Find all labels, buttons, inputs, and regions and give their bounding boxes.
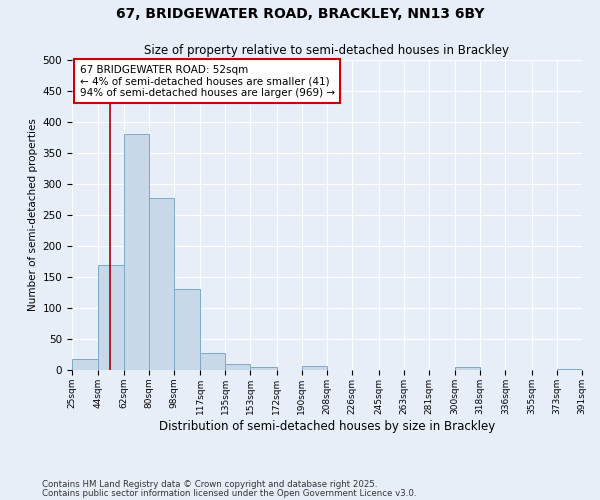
Bar xyxy=(72,360,98,370)
Text: 67 BRIDGEWATER ROAD: 52sqm
← 4% of semi-detached houses are smaller (41)
94% of : 67 BRIDGEWATER ROAD: 52sqm ← 4% of semi-… xyxy=(80,64,335,98)
Y-axis label: Number of semi-detached properties: Number of semi-detached properties xyxy=(28,118,38,312)
Bar xyxy=(149,198,174,370)
Bar xyxy=(200,352,225,370)
Bar xyxy=(98,264,124,370)
X-axis label: Distribution of semi-detached houses by size in Brackley: Distribution of semi-detached houses by … xyxy=(159,420,495,432)
Bar xyxy=(174,290,200,370)
Title: Size of property relative to semi-detached houses in Brackley: Size of property relative to semi-detach… xyxy=(145,44,509,58)
Text: Contains HM Land Registry data © Crown copyright and database right 2025.: Contains HM Land Registry data © Crown c… xyxy=(42,480,377,489)
Bar xyxy=(302,366,327,370)
Bar xyxy=(124,134,149,370)
Bar xyxy=(557,369,582,370)
Text: Contains public sector information licensed under the Open Government Licence v3: Contains public sector information licen… xyxy=(42,488,416,498)
Text: 67, BRIDGEWATER ROAD, BRACKLEY, NN13 6BY: 67, BRIDGEWATER ROAD, BRACKLEY, NN13 6BY xyxy=(116,8,484,22)
Bar xyxy=(225,364,250,370)
Bar xyxy=(250,367,277,370)
Bar xyxy=(455,367,480,370)
